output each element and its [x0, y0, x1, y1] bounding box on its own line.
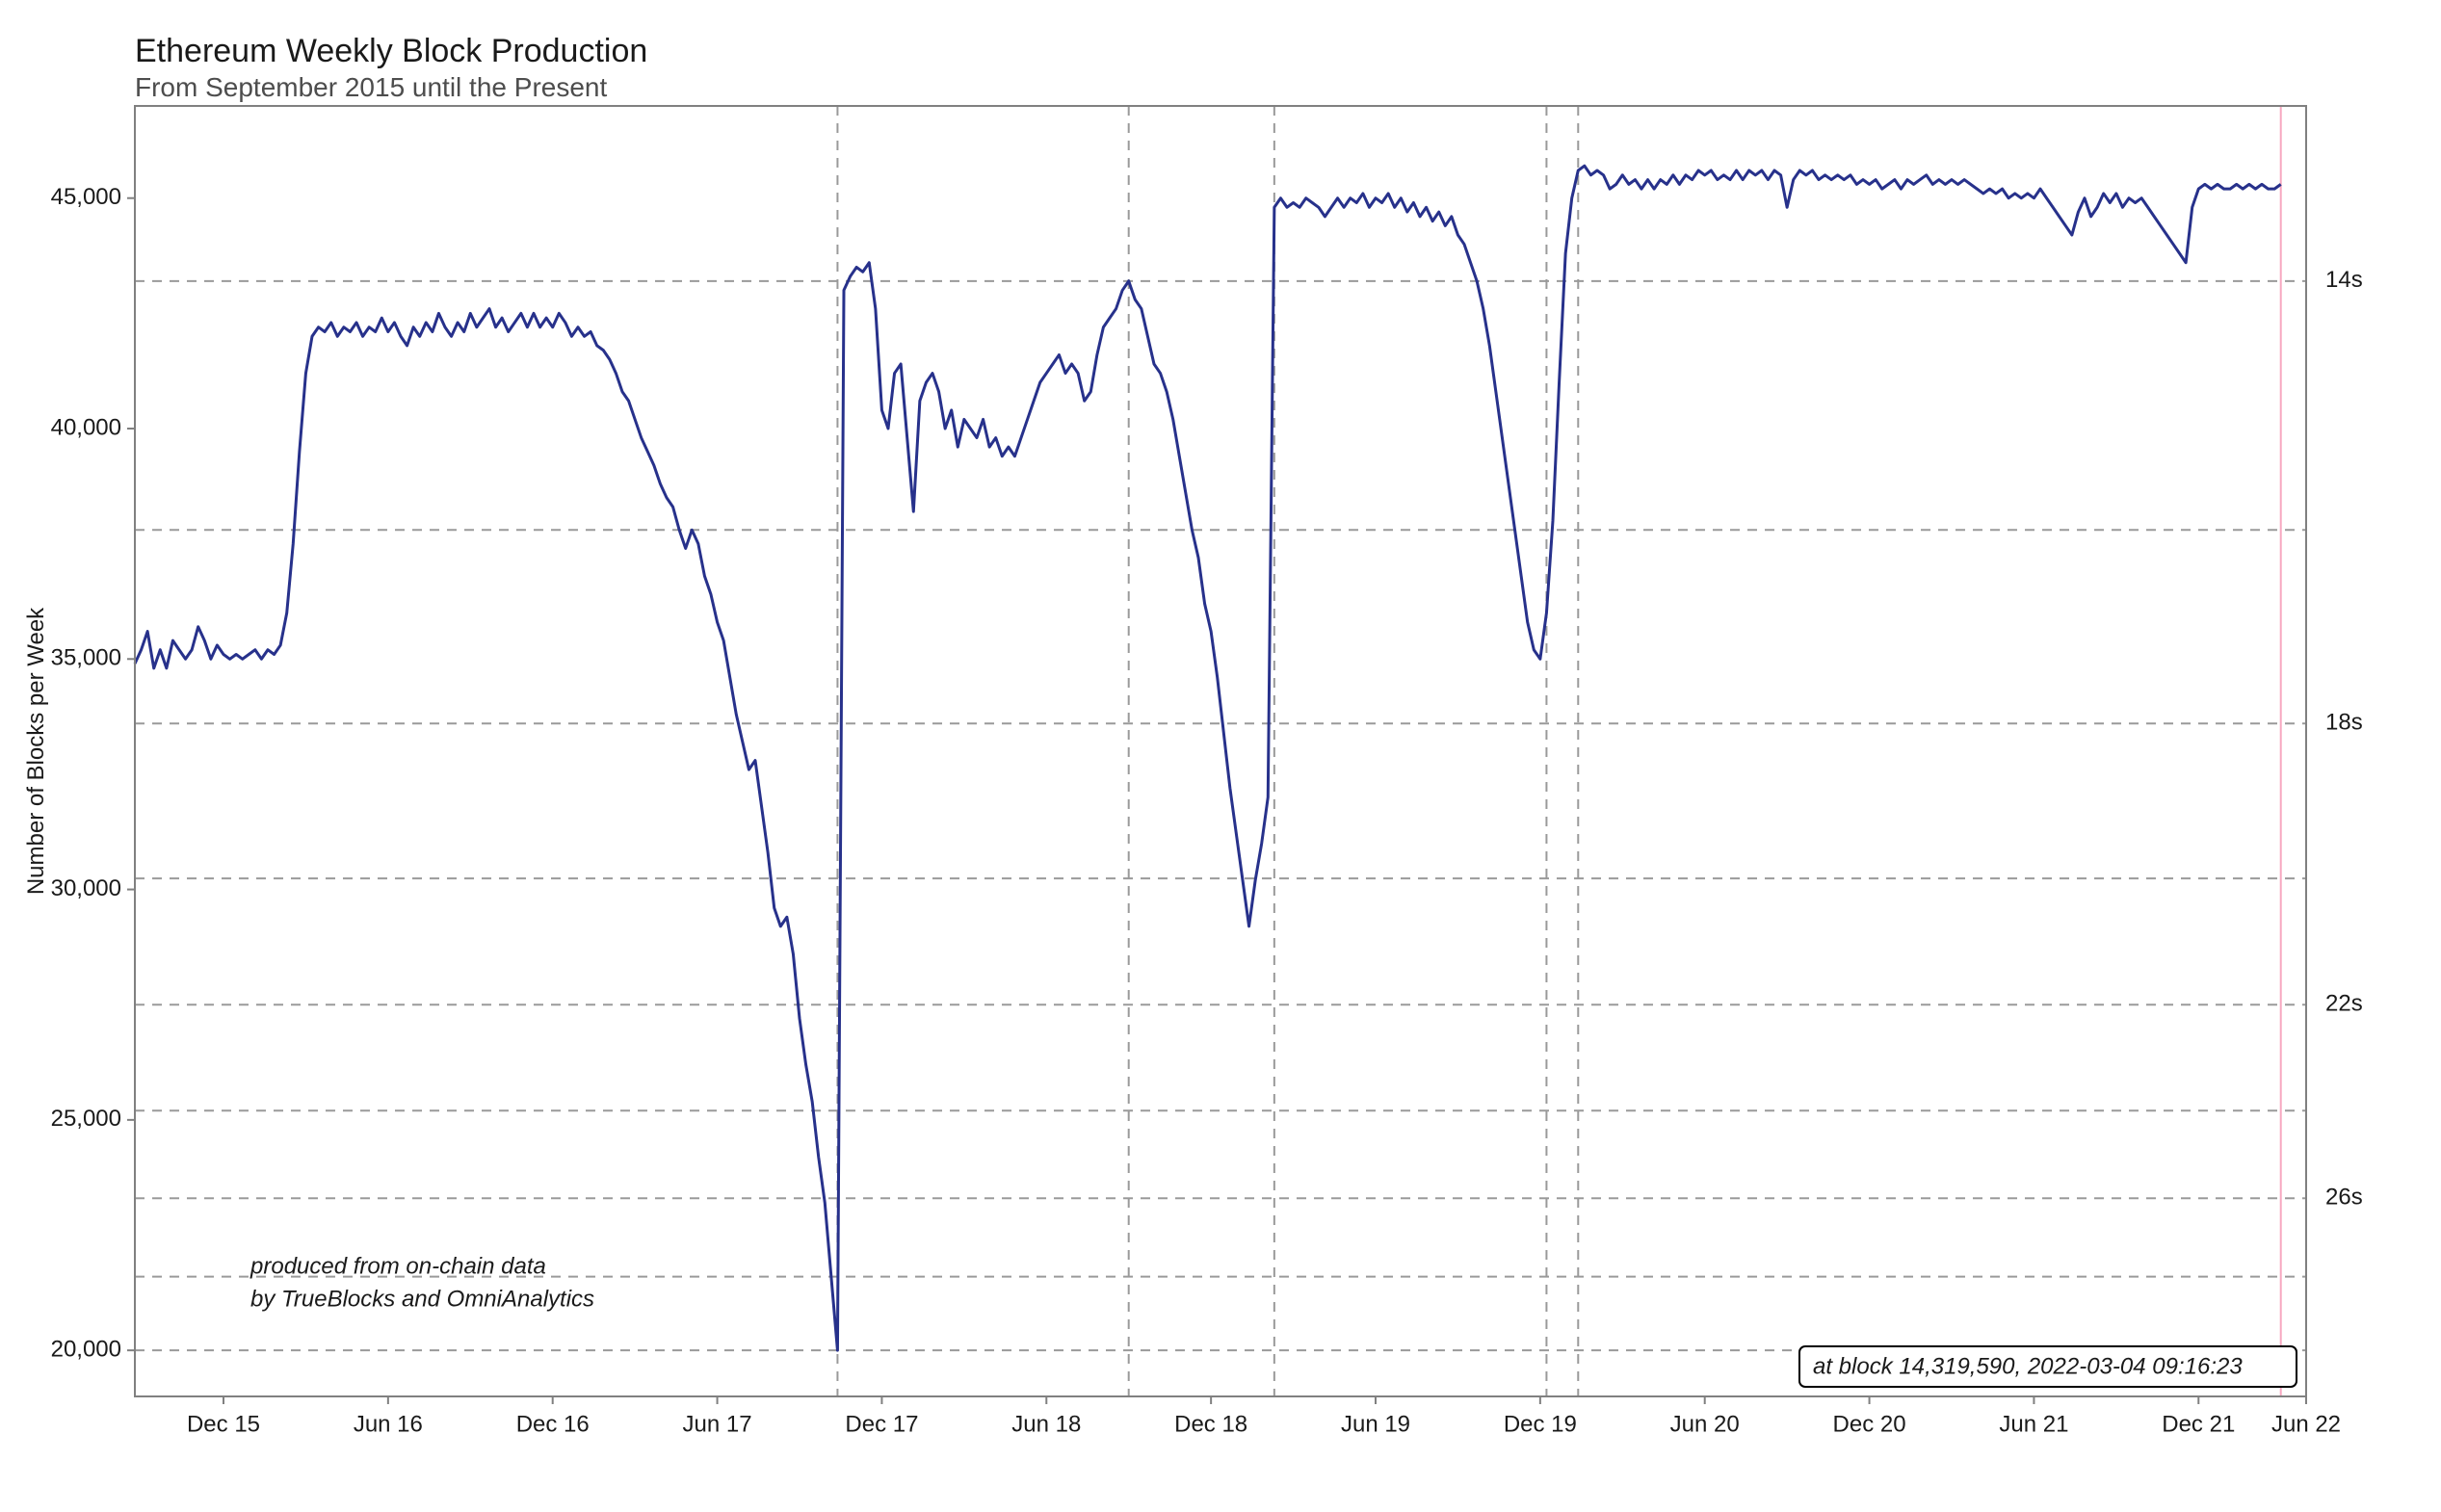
- secondary-tick-label: 22s: [2325, 991, 2363, 1017]
- timestamp-text: at block 14,319,590, 2022-03-04 09:16:23: [1813, 1353, 2243, 1379]
- y-tick-label: 40,000: [51, 414, 121, 440]
- y-tick-label: 45,000: [51, 184, 121, 210]
- x-tick-label: Dec 17: [845, 1411, 918, 1437]
- credit-line-2: by TrueBlocks and OmniAnalytics: [250, 1286, 594, 1312]
- x-tick-label: Dec 18: [1174, 1411, 1247, 1437]
- credit-line-1: produced from on-chain data: [249, 1253, 546, 1279]
- chart-subtitle: From September 2015 until the Present: [135, 72, 607, 102]
- chart-container: Ethereum Weekly Block ProductionFrom Sep…: [0, 0, 2441, 1512]
- x-tick-label: Jun 22: [2271, 1411, 2341, 1437]
- x-tick-label: Jun 19: [1341, 1411, 1410, 1437]
- x-tick-label: Jun 21: [1999, 1411, 2068, 1437]
- chart-title: Ethereum Weekly Block Production: [135, 33, 647, 69]
- y-axis-label: Number of Blocks per Week: [23, 607, 49, 895]
- y-tick-label: 25,000: [51, 1106, 121, 1132]
- x-tick-label: Jun 18: [1011, 1411, 1081, 1437]
- x-tick-label: Jun 20: [1670, 1411, 1740, 1437]
- x-tick-label: Dec 15: [187, 1411, 260, 1437]
- secondary-tick-label: 14s: [2325, 267, 2363, 293]
- x-tick-label: Dec 21: [2162, 1411, 2235, 1437]
- x-tick-label: Dec 20: [1833, 1411, 1906, 1437]
- secondary-tick-label: 18s: [2325, 710, 2363, 736]
- secondary-tick-label: 26s: [2325, 1185, 2363, 1211]
- y-tick-label: 20,000: [51, 1336, 121, 1362]
- y-tick-label: 30,000: [51, 875, 121, 901]
- x-tick-label: Jun 17: [683, 1411, 752, 1437]
- x-tick-label: Jun 16: [354, 1411, 423, 1437]
- y-tick-label: 35,000: [51, 645, 121, 671]
- x-tick-label: Dec 19: [1504, 1411, 1577, 1437]
- line-chart: Ethereum Weekly Block ProductionFrom Sep…: [0, 0, 2441, 1512]
- x-tick-label: Dec 16: [516, 1411, 590, 1437]
